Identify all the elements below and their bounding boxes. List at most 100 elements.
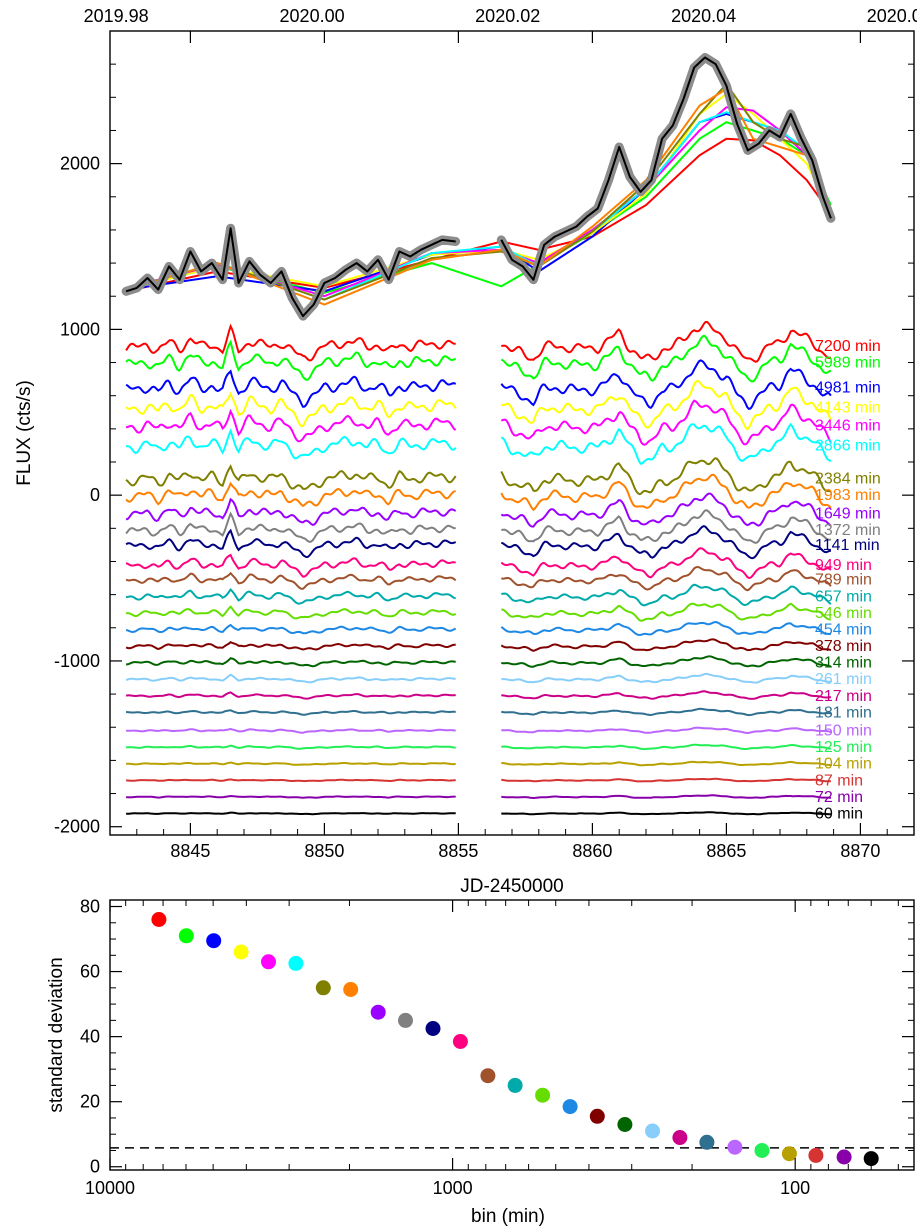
binned-curve-15-0 (125, 623, 457, 635)
binned-curve-22-1 (501, 743, 832, 751)
std-point-8 (370, 1004, 386, 1020)
binned-curve-8-1 (500, 492, 832, 528)
binned-curve-2-0 (125, 369, 457, 408)
y-axis-title: FLUX (cts/s) (14, 380, 35, 486)
bottom-x-axis-title: bin (min) (471, 1206, 545, 1227)
year-tick-label: 2019.98 (84, 6, 149, 26)
smooth-fits (125, 82, 832, 306)
binned-curve-12-1 (501, 565, 832, 592)
y-tick-label: 1000 (60, 319, 100, 339)
binned-curve-10-0 (125, 528, 457, 559)
bin-label: 5989 min (815, 355, 881, 372)
binned-curve-22-0 (126, 744, 456, 750)
binned-curve-0-1 (501, 321, 832, 363)
binned-curve-21-0 (126, 727, 456, 734)
binned-curve-9-0 (125, 511, 456, 543)
std-point-3 (233, 944, 249, 960)
bottom-y-tick-label: 40 (80, 1027, 100, 1047)
x-tick-label: 8860 (572, 841, 612, 861)
std-point-23 (781, 1146, 797, 1162)
bin-label: 546 min (815, 605, 872, 622)
binned-curve-10-1 (501, 525, 832, 560)
bin-label: 949 min (815, 557, 872, 574)
bin-label: 1983 min (815, 487, 881, 504)
year-tick-label: 2020.00 (280, 6, 345, 26)
binned-curve-15-1 (500, 620, 831, 637)
bottom-x-tick-label: 1000 (433, 1178, 473, 1198)
binned-curve-2-1 (500, 359, 832, 411)
bottom-y-tick-label: 80 (80, 897, 100, 917)
bin-label: 125 min (815, 739, 872, 756)
binned-curve-3-1 (500, 379, 832, 431)
binned-curve-6-0 (125, 464, 457, 491)
std-point-21 (727, 1139, 743, 1155)
bin-label: 87 min (815, 772, 863, 789)
binned-curve-24-1 (501, 777, 831, 783)
binned-curve-16-1 (500, 638, 832, 652)
bin-label: 217 min (815, 688, 872, 705)
binned-curve-4-0 (125, 408, 457, 443)
binned-curve-24-0 (126, 778, 456, 783)
bottom-x-axis: 10000 1000 100 (85, 900, 899, 1198)
binned-curve-23-1 (501, 760, 831, 767)
binned-curve-13-1 (501, 583, 832, 607)
smooth-fit-7 (125, 87, 832, 306)
year-tick-label: 2020.04 (671, 6, 736, 26)
x-tick-label: 8870 (840, 841, 880, 861)
bin-label: 314 min (815, 655, 872, 672)
bottom-y-tick-label: 0 (90, 1157, 100, 1177)
bin-label: 4981 min (815, 379, 881, 396)
std-point-0 (151, 912, 167, 927)
binned-curve-7-1 (500, 473, 832, 512)
bottom-y-tick-label: 20 (80, 1092, 100, 1112)
std-point-26 (863, 1151, 879, 1167)
binned-curve-26-0 (126, 811, 456, 816)
lightcurve (121, 53, 836, 321)
y-tick-label: -1000 (54, 651, 100, 671)
binned-curve-25-1 (501, 794, 832, 800)
binned-curve-25-0 (126, 794, 456, 799)
binned-curve-19-1 (501, 690, 831, 700)
std-point-15 (562, 1099, 578, 1115)
binned-curve-18-1 (501, 672, 832, 684)
y-tick-label: 0 (90, 485, 100, 505)
year-tick-label: 2020.06 (867, 6, 917, 26)
std-point-11 (452, 1034, 468, 1049)
binned-curve-13-0 (125, 588, 456, 605)
bin-label: 3446 min (815, 418, 881, 435)
binned-curve-26-1 (501, 811, 831, 816)
binned-curve-3-0 (125, 391, 457, 428)
binned-curve-21-1 (501, 726, 832, 735)
bin-label: 60 min (815, 805, 863, 822)
std-point-4 (261, 954, 276, 970)
bin-label: 378 min (815, 638, 872, 655)
std-panel: 10000 1000 100 0 20 40 60 80 bin (min) standar… (46, 897, 915, 1227)
std-point-24 (808, 1147, 824, 1163)
std-point-17 (617, 1117, 633, 1132)
binned-curve-4-1 (500, 399, 832, 446)
std-point-14 (535, 1087, 551, 1103)
std-point-13 (507, 1077, 523, 1093)
binned-curve-14-1 (501, 602, 831, 622)
binned-curve-18-0 (125, 673, 456, 684)
bin-label: 150 min (815, 723, 872, 740)
x-tick-label: 8855 (438, 841, 478, 861)
bin-label: 261 min (815, 671, 872, 688)
std-point-18 (645, 1123, 660, 1139)
x-axis-title: JD-2450000 (460, 876, 564, 897)
binned-curve-11-1 (500, 547, 832, 580)
binned-curve-20-0 (126, 709, 456, 716)
bin-label: 1372 min (815, 522, 881, 539)
bin-label: 657 min (815, 588, 872, 605)
lightcurve-line-0 (125, 227, 456, 318)
bin-label: 2866 min (815, 437, 881, 454)
bottom-y-axis: 0 20 40 60 80 (80, 897, 914, 1177)
bin-label: 1649 min (815, 505, 881, 522)
bottom-y-axis-title: standard deviation (46, 957, 67, 1112)
bin-label: 454 min (815, 621, 872, 638)
std-point-6 (315, 980, 331, 996)
binned-curve-19-0 (125, 691, 456, 700)
binned-curve-1-0 (125, 339, 457, 381)
